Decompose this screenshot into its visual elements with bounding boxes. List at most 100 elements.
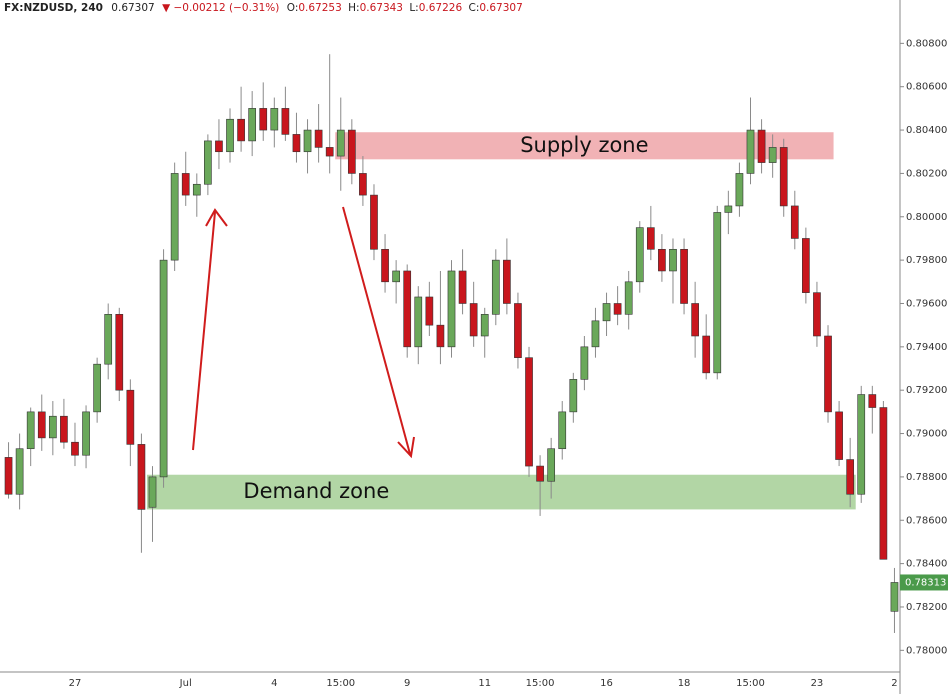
candle-body [613, 303, 622, 315]
candle-body [558, 411, 567, 450]
ohlc-label: O: [287, 2, 299, 14]
candle-body [259, 108, 268, 131]
ohlc-value: 0.67307 [479, 2, 522, 14]
ohlc-value: 0.67253 [298, 2, 341, 14]
candle-body [469, 303, 478, 337]
candle-body [226, 118, 234, 153]
candle-body [735, 173, 744, 207]
candle-body [314, 129, 323, 148]
candle-body [115, 314, 124, 391]
candle-body [281, 108, 290, 135]
candle-body [658, 248, 666, 272]
candle-body [170, 173, 179, 261]
y-tick-label: 0.80600 [906, 82, 947, 93]
candle-body [48, 415, 57, 439]
candle-body [137, 444, 146, 510]
y-tick-label: 0.80200 [906, 168, 947, 179]
last-price-label: 0.78313 [905, 577, 946, 588]
candle-body [4, 457, 13, 495]
candle-body [26, 411, 35, 450]
arrows [192, 206, 415, 459]
candle-body [392, 270, 400, 283]
y-tick-label: 0.78600 [906, 515, 947, 526]
zone-label: Demand zone [243, 479, 389, 503]
candle-body [480, 314, 489, 337]
candle-body [890, 582, 899, 612]
candle-body [768, 147, 777, 163]
x-tick-label: 9 [404, 678, 410, 689]
candle-body [148, 476, 157, 508]
candle-body [580, 346, 589, 380]
candle-body [403, 270, 412, 348]
candle-body [824, 335, 832, 413]
candle-body [624, 281, 633, 315]
x-tick-label: 23 [811, 678, 824, 689]
candle-body [680, 248, 688, 304]
y-tick-label: 0.79400 [906, 342, 947, 353]
candle-body [868, 394, 877, 408]
candle-body [813, 292, 821, 337]
symbol: FX:NZDUSD, 240 [4, 2, 103, 14]
ohlc-label: H: [348, 2, 359, 14]
candle-body [602, 303, 611, 322]
candle-body [879, 407, 888, 560]
candle-body [724, 205, 733, 213]
candle-body [126, 389, 135, 445]
x-tick-label: 16 [600, 678, 613, 689]
y-tick-label: 0.78400 [906, 559, 947, 570]
arrow-head [205, 208, 228, 227]
x-tick-label: Jul [179, 678, 192, 689]
candle-body [181, 173, 190, 196]
zone [146, 474, 856, 510]
candle-body [846, 459, 855, 495]
x-tick-label: 15:00 [526, 678, 555, 689]
candle-body [591, 320, 600, 348]
candle-body [336, 129, 345, 157]
candle-body [536, 465, 544, 482]
candle-body [691, 303, 699, 337]
candle-body [270, 108, 279, 131]
candle-body [248, 108, 257, 142]
candle-body [514, 303, 522, 358]
candle-body [82, 411, 90, 456]
x-tick-label: 4 [271, 678, 277, 689]
candle-body [104, 314, 113, 365]
y-tick-label: 0.80000 [906, 212, 947, 223]
candle-body [359, 173, 367, 196]
x-tick-label: 11 [478, 678, 491, 689]
y-tick-label: 0.78000 [906, 645, 947, 656]
candle-body [569, 379, 578, 413]
candle-body [204, 140, 212, 185]
candle-body [857, 394, 866, 495]
candle-body [646, 227, 655, 250]
arrow-head [397, 436, 415, 459]
candle-body [779, 147, 788, 207]
y-tick-label: 0.78200 [906, 602, 947, 613]
candle-body [635, 227, 644, 283]
candle-body [547, 448, 556, 482]
x-tick-label: 15:00 [736, 678, 765, 689]
arrow-up [192, 211, 216, 451]
candle-body [71, 441, 79, 456]
candle-body [436, 324, 445, 348]
candle-body [525, 357, 533, 467]
candle-body [835, 411, 843, 460]
candle-body [503, 259, 511, 304]
y-tick-label: 0.79600 [906, 298, 947, 309]
ohlc-value: 0.67226 [419, 2, 463, 14]
candle-body [60, 415, 68, 443]
y-tick-label: 0.80400 [906, 125, 947, 136]
candle-body [713, 212, 722, 374]
y-tick-label: 0.79000 [906, 429, 947, 440]
candle-body [425, 296, 434, 326]
candle-body [414, 296, 423, 348]
x-tick-label: 27 [69, 678, 82, 689]
change: ▼ −0.00212 (−0.31%) [162, 2, 279, 14]
candle-body [458, 270, 467, 304]
last-price-box [900, 574, 948, 591]
x-tick-label: 15:00 [326, 678, 355, 689]
candle-body [37, 411, 46, 439]
zone-label: Supply zone [520, 133, 648, 157]
